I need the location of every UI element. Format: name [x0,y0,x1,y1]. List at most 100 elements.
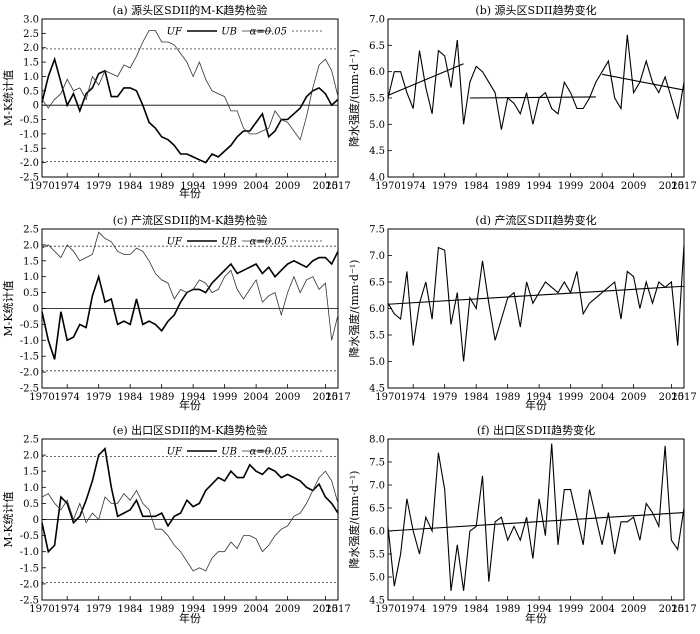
x-tick-label: 2015 [313,181,338,192]
chart-panel-2: (b) 源头区SDII趋势变化 4.0 4.5 5.0 5.5 6.0 6.5 7.0 1970… [347,3,697,192]
sdii-series-line [387,34,685,130]
x-tick-label: 1994 [180,181,205,192]
y-tick-label: 4.5 [369,146,385,157]
x-axis-label: 年份 [179,398,201,412]
y-tick-label: -1.0 [20,547,39,558]
legend-ub-label: UB [221,447,237,458]
legend-ub-label: UB [221,27,237,38]
series-line-uf [41,447,339,554]
y-tick-label: -1.5 [20,144,39,155]
x-tick-label: 1984 [463,181,488,192]
x-tick-label: 1984 [463,392,488,403]
y-tick-label: -2.5 [20,384,39,395]
y-tick-label: 4.5 [369,596,385,607]
y-axis-label: M-K统计值 [2,280,15,336]
x-tick-label: 1989 [149,392,174,403]
x-tick-label: 2009 [621,392,646,403]
x-tick-label: 2015 [659,181,684,192]
chart-title: (c) 产流区SDII的M-K趋势检验 [113,213,267,227]
y-tick-label: 2.5 [23,29,39,40]
x-tick-label: 2017 [671,392,696,403]
x-tick-label: 1989 [495,604,520,615]
x-tick-label: 2004 [243,181,268,192]
y-tick-label: 6.0 [369,67,385,78]
y-tick-label: 5.0 [369,573,385,584]
trend-line-3 [602,73,685,91]
x-tick-label: 1999 [558,181,583,192]
x-tick-label: 2004 [243,392,268,403]
chart-panel-6: (f) 出口区SDII趋势变化 4.5 5.0 5.5 6.0 6.5 7.0 7.5 8.0 1… [347,423,697,625]
x-tick-label: 1970 [29,392,54,403]
legend-uf-label: UF [167,27,183,38]
y-tick-label: 1.5 [23,467,39,478]
y-tick-label: 5.0 [369,357,385,368]
y-tick-label: -2.0 [20,158,39,169]
x-tick-label: 2009 [621,604,646,615]
y-axis-label: 降水强度/(mm·d⁻¹) [347,49,361,147]
x-tick-label: 1979 [86,604,111,615]
y-tick-label: 6.0 [369,527,385,538]
y-tick-label: 1.5 [23,256,39,267]
y-tick-label: -2.0 [20,368,39,379]
series-line-ub [41,470,339,572]
y-tick-label: -2.5 [20,596,39,607]
x-tick-label: 1999 [558,604,583,615]
legend-alpha-label: α=0.05 [250,237,287,248]
x-tick-label: 1979 [86,392,111,403]
trend-line-1 [387,512,685,532]
chart-title: (d) 产流区SDII趋势变化 [475,213,596,227]
y-tick-label: 7.5 [369,458,385,469]
y-tick-label: -2.5 [20,173,39,184]
x-tick-label: 1974 [400,181,425,192]
y-tick-label: -1.0 [20,129,39,140]
y-tick-label: -0.5 [20,320,39,331]
y-tick-label: 0.5 [23,288,39,299]
legend-alpha-label: α=0.05 [250,27,287,38]
x-tick-label: 1970 [375,392,400,403]
legend-uf-label: UF [167,447,183,458]
x-tick-label: 2004 [589,604,614,615]
y-tick-label: 0.5 [23,86,39,97]
y-axis-label: 降水强度/(mm·d⁻¹) [347,471,361,569]
chart-panel-5: (e) 出口区SDII的M-K趋势检验 -2.5 -2.0 -1.5 -1.0 -0.5 0… [2,423,351,625]
x-tick-label: 2009 [275,604,300,615]
x-tick-label: 1994 [526,392,551,403]
x-tick-label: 1979 [432,181,457,192]
x-tick-label: 1999 [212,604,237,615]
chart-title: (b) 源头区SDII趋势变化 [475,3,596,17]
chart-title: (a) 源头区SDII的M-K趋势检验 [113,3,268,17]
legend-alpha-label: α=0.05 [250,447,287,458]
x-tick-label: 1970 [29,604,54,615]
series-line-uf [41,250,339,360]
x-tick-label: 1994 [180,604,205,615]
x-tick-label: 1989 [495,392,520,403]
x-tick-label: 1979 [432,604,457,615]
y-tick-label: 2.0 [23,240,39,251]
y-tick-label: -2.0 [20,579,39,590]
y-tick-label: 5.5 [369,331,385,342]
x-tick-label: 1999 [212,181,237,192]
y-tick-label: 0 [33,101,39,112]
series-line-ub [41,30,339,141]
x-tick-label: 1974 [54,604,79,615]
x-tick-label: 2004 [589,181,614,192]
y-tick-label: 0.5 [23,499,39,510]
x-tick-label: 1984 [117,181,142,192]
y-tick-label: 0 [33,304,39,315]
y-tick-label: 5.0 [369,120,385,131]
y-tick-label: 1.0 [23,272,39,283]
y-tick-label: 7.0 [369,251,385,262]
x-tick-label: 1989 [149,181,174,192]
plot-frame [41,18,339,178]
legend-ub-label: UB [221,237,237,248]
trend-line-2 [469,96,596,99]
x-tick-label: 1999 [212,392,237,403]
chart-title: (e) 出口区SDII的M-K趋势检验 [113,423,268,437]
x-tick-label: 1989 [149,604,174,615]
x-tick-label: 1970 [29,181,54,192]
y-tick-label: 4.0 [369,173,385,184]
y-tick-label: 3.0 [23,15,39,26]
trend-line-1 [387,285,685,305]
x-axis-label: 年份 [179,611,201,625]
